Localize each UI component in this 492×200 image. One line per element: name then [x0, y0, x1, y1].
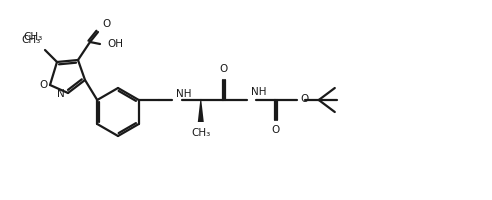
Text: NH: NH — [176, 89, 191, 99]
Text: NH: NH — [251, 87, 266, 97]
Text: N: N — [57, 89, 65, 99]
Text: O: O — [40, 80, 48, 90]
Text: CH₃: CH₃ — [191, 128, 211, 138]
Text: CH₃: CH₃ — [24, 32, 43, 42]
Text: O: O — [301, 94, 309, 104]
Text: OH: OH — [107, 39, 123, 49]
Text: O: O — [219, 64, 228, 74]
Polygon shape — [198, 100, 204, 122]
Text: O: O — [272, 125, 280, 135]
Text: O: O — [102, 19, 110, 29]
Text: CH₃: CH₃ — [22, 35, 41, 45]
